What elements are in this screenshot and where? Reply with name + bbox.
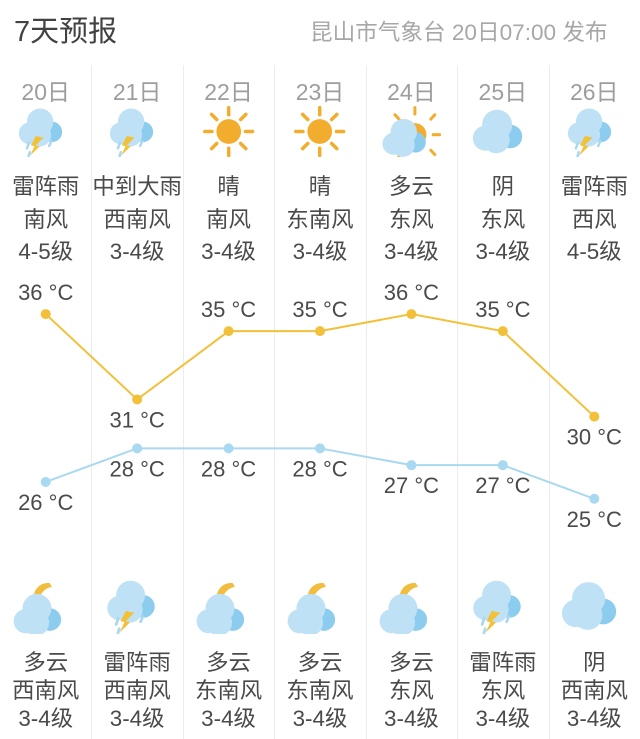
svg-text:35 °C: 35 °C xyxy=(475,297,530,322)
svg-text:36 °C: 36 °C xyxy=(18,280,73,305)
svg-text:36 °C: 36 °C xyxy=(384,280,439,305)
svg-text:35 °C: 35 °C xyxy=(292,297,347,322)
svg-text:26 °C: 26 °C xyxy=(18,490,73,515)
svg-text:28 °C: 28 °C xyxy=(110,456,165,481)
svg-text:31 °C: 31 °C xyxy=(110,407,165,432)
svg-text:28 °C: 28 °C xyxy=(292,456,347,481)
svg-text:30 °C: 30 °C xyxy=(567,425,622,450)
svg-text:25 °C: 25 °C xyxy=(567,507,622,532)
svg-text:27 °C: 27 °C xyxy=(475,473,530,498)
svg-text:27 °C: 27 °C xyxy=(384,473,439,498)
svg-text:28 °C: 28 °C xyxy=(201,456,256,481)
svg-text:35 °C: 35 °C xyxy=(201,297,256,322)
